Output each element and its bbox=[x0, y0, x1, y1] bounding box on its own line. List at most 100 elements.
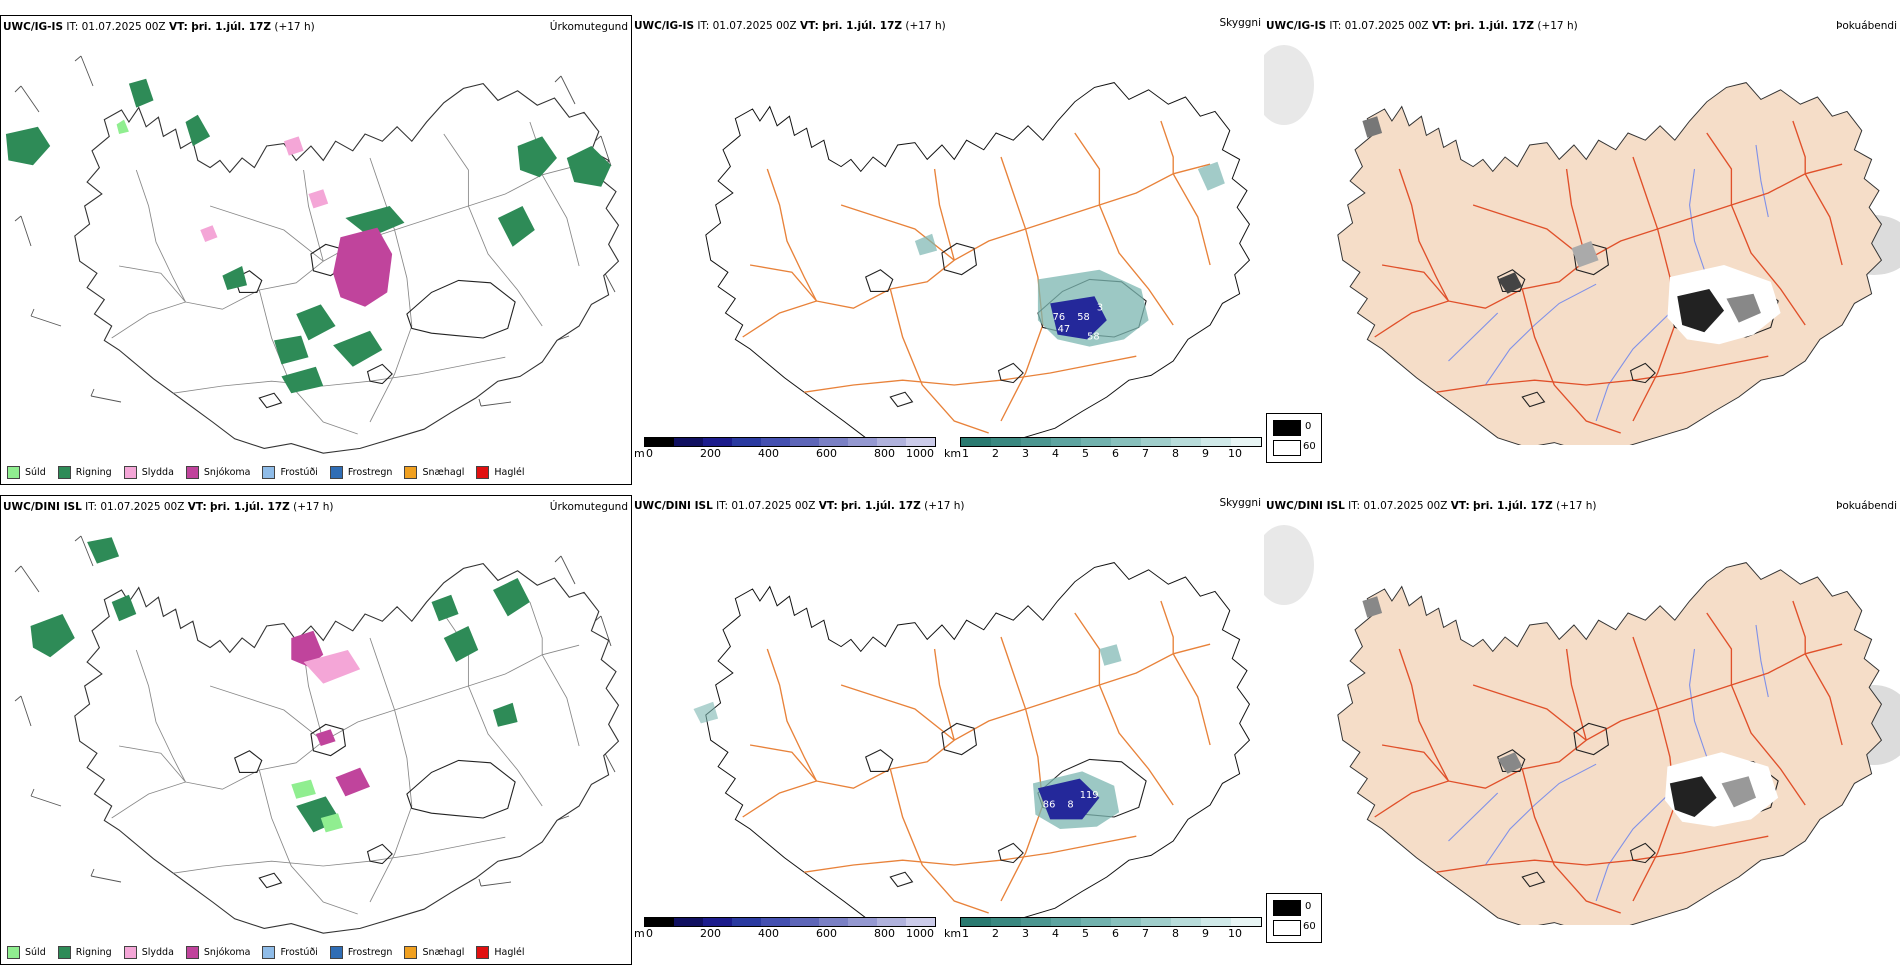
field-label-precip: Úrkomutegund bbox=[549, 21, 628, 33]
fog-map bbox=[1264, 45, 1900, 445]
legend-item-haglel: Haglél bbox=[476, 465, 525, 479]
visibility-unit: km bbox=[944, 447, 962, 460]
ceiling-value: 8 bbox=[1067, 799, 1073, 810]
ceiling-value: 86 bbox=[1043, 799, 1056, 810]
precip-areas bbox=[30, 537, 530, 833]
legend-item-snjokoma: Snjókoma bbox=[185, 945, 250, 959]
vis-tick: 5 bbox=[1082, 927, 1089, 940]
ceiling-value: 76 bbox=[1053, 312, 1066, 323]
precip-type-panel-row2: UWC/DINI ISL IT: 01.07.2025 00Z VT: þri.… bbox=[0, 495, 632, 965]
legend-item-haglel: Haglél bbox=[476, 945, 525, 959]
vis-tick: 10 bbox=[1228, 447, 1242, 460]
precip-legend: Súld Rigning Slydda Snjókoma Frostúði Fr… bbox=[1, 940, 531, 964]
ceiling-value: 47 bbox=[1058, 324, 1071, 335]
ceiling-tick: 400 bbox=[758, 927, 779, 940]
precip-legend: Súld Rigning Slydda Snjókoma Frostúði Fr… bbox=[1, 460, 531, 484]
visibility-colorbar-strip bbox=[960, 917, 1262, 927]
vis-tick: 9 bbox=[1202, 927, 1209, 940]
vis-tick: 1 bbox=[962, 447, 969, 460]
fog-legend-max: 60 bbox=[1303, 441, 1316, 452]
ceiling-tick: 800 bbox=[874, 447, 895, 460]
vis-tick: 10 bbox=[1228, 927, 1242, 940]
ceiling-tick: 800 bbox=[874, 927, 895, 940]
fog-legend-min: 0 bbox=[1305, 901, 1312, 912]
visibility-panel-row1: UWC/IG-IS IT: 01.07.2025 00Z VT: þri. 1.… bbox=[632, 15, 1264, 485]
ceiling-tick: 600 bbox=[816, 927, 837, 940]
vis-tick: 6 bbox=[1112, 447, 1119, 460]
legend-item-slydda: Slydda bbox=[123, 945, 174, 959]
ceiling-value: 119 bbox=[1080, 790, 1099, 801]
panel-title: UWC/DINI ISL IT: 01.07.2025 00Z VT: þri.… bbox=[634, 500, 965, 512]
visibility-unit: km bbox=[944, 927, 962, 940]
fog-legend: 0 60 bbox=[1266, 413, 1322, 463]
legend-item-sudl: Súld bbox=[7, 945, 46, 959]
visibility-map: 86 8 119 bbox=[693, 561, 1251, 925]
fog-legend-min: 0 bbox=[1305, 421, 1312, 432]
ceiling-value: 58 bbox=[1077, 312, 1090, 323]
ceiling-value: 3 bbox=[1097, 303, 1103, 314]
ceiling-colorbar-strip bbox=[644, 917, 936, 927]
field-label-fog: Þokuábendi bbox=[1836, 500, 1897, 512]
vis-tick: 8 bbox=[1172, 927, 1179, 940]
vis-tick: 6 bbox=[1112, 927, 1119, 940]
ceiling-value: 58 bbox=[1087, 331, 1100, 342]
legend-item-snjokoma: Snjókoma bbox=[185, 465, 250, 479]
fog-map bbox=[1264, 525, 1900, 925]
field-label-visibility: Skyggni bbox=[1219, 17, 1262, 29]
field-label-precip: Úrkomutegund bbox=[549, 501, 628, 513]
vis-tick: 3 bbox=[1022, 927, 1029, 940]
vis-tick: 5 bbox=[1082, 447, 1089, 460]
ceiling-colorbar: m 0 200 400 600 800 1000 bbox=[634, 437, 936, 463]
ceiling-tick: 1000 bbox=[906, 927, 934, 940]
legend-item-sudl: Súld bbox=[7, 465, 46, 479]
vis-tick: 4 bbox=[1052, 447, 1059, 460]
vis-tick: 7 bbox=[1142, 927, 1149, 940]
precip-map bbox=[5, 55, 620, 454]
field-label-fog: Þokuábendi bbox=[1836, 20, 1897, 32]
legend-item-frostregn: Frostregn bbox=[329, 945, 392, 959]
vis-tick: 4 bbox=[1052, 927, 1059, 940]
legend-item-snaehagl: Snæhagl bbox=[404, 465, 464, 479]
fog-legend: 0 60 bbox=[1266, 893, 1322, 943]
vis-tick: 1 bbox=[962, 927, 969, 940]
panel-title: UWC/IG-IS IT: 01.07.2025 00Z VT: þri. 1.… bbox=[634, 20, 946, 32]
panel-title: UWC/DINI ISL IT: 01.07.2025 00Z VT: þri.… bbox=[3, 501, 334, 513]
legend-item-rigning: Rigning bbox=[57, 465, 112, 479]
ceiling-tick: 0 bbox=[646, 447, 653, 460]
legend-item-slydda: Slydda bbox=[123, 465, 174, 479]
fog-panel-row1: UWC/IG-IS IT: 01.07.2025 00Z VT: þri. 1.… bbox=[1264, 15, 1900, 485]
legend-item-frostudi: Frostúði bbox=[262, 945, 318, 959]
legend-item-snaehagl: Snæhagl bbox=[404, 945, 464, 959]
ceiling-tick: 600 bbox=[816, 447, 837, 460]
visibility-colorbar: km 1 2 3 4 5 6 7 8 9 10 bbox=[944, 437, 1262, 463]
vis-tick: 2 bbox=[992, 447, 999, 460]
panel-title: UWC/DINI ISL IT: 01.07.2025 00Z VT: þri.… bbox=[1266, 500, 1597, 512]
ceiling-tick: 200 bbox=[700, 927, 721, 940]
visibility-colorbar-strip bbox=[960, 437, 1262, 447]
legend-item-frostregn: Frostregn bbox=[329, 465, 392, 479]
ceiling-tick: 0 bbox=[646, 927, 653, 940]
fog-legend-max: 60 bbox=[1303, 921, 1316, 932]
panel-title: UWC/IG-IS IT: 01.07.2025 00Z VT: þri. 1.… bbox=[3, 21, 315, 33]
visibility-panel-row2: UWC/DINI ISL IT: 01.07.2025 00Z VT: þri.… bbox=[632, 495, 1264, 965]
vis-tick: 7 bbox=[1142, 447, 1149, 460]
ceiling-tick: 1000 bbox=[906, 447, 934, 460]
panel-title: UWC/IG-IS IT: 01.07.2025 00Z VT: þri. 1.… bbox=[1266, 20, 1578, 32]
ceiling-unit: m bbox=[634, 927, 645, 940]
legend-item-frostudi: Frostúði bbox=[262, 465, 318, 479]
field-label-visibility: Skyggni bbox=[1219, 497, 1262, 509]
vis-tick: 9 bbox=[1202, 447, 1209, 460]
vis-tick: 3 bbox=[1022, 447, 1029, 460]
precip-areas bbox=[5, 78, 612, 394]
ceiling-colorbar-strip bbox=[644, 437, 936, 447]
precip-type-panel-row1: UWC/IG-IS IT: 01.07.2025 00Z VT: þri. 1.… bbox=[0, 15, 632, 485]
precip-map bbox=[14, 535, 620, 934]
vis-tick: 2 bbox=[992, 927, 999, 940]
ceiling-tick: 400 bbox=[758, 447, 779, 460]
ceiling-colorbar: m 0 200 400 600 800 1000 bbox=[634, 917, 936, 943]
visibility-map: 76 58 47 58 3 bbox=[705, 81, 1251, 445]
ceiling-tick: 200 bbox=[700, 447, 721, 460]
fog-panel-row2: UWC/DINI ISL IT: 01.07.2025 00Z VT: þri.… bbox=[1264, 495, 1900, 965]
vis-tick: 8 bbox=[1172, 447, 1179, 460]
visibility-colorbar: km 1 2 3 4 5 6 7 8 9 10 bbox=[944, 917, 1262, 943]
